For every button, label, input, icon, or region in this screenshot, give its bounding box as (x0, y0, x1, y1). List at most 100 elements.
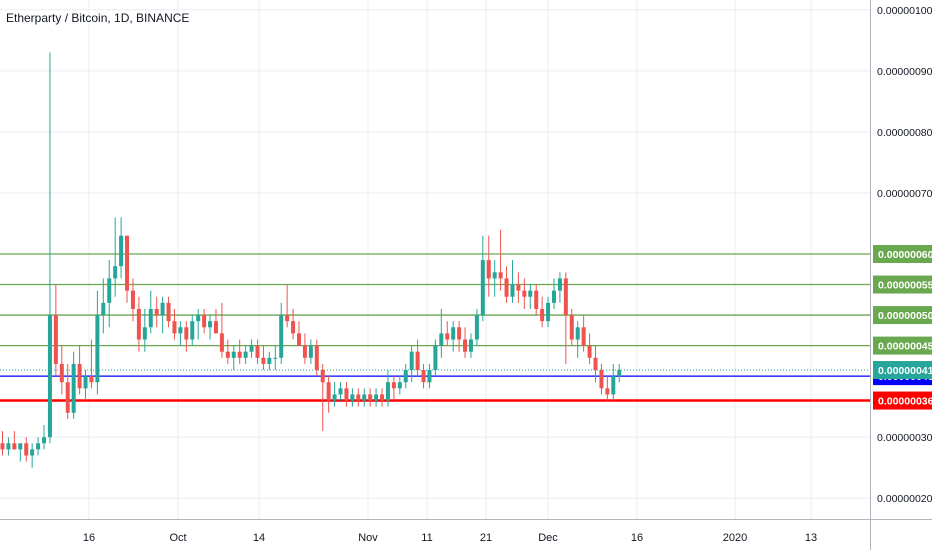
candle-body (42, 437, 47, 444)
candle-body (563, 278, 568, 316)
candle-body (534, 290, 539, 309)
candle (403, 363, 408, 389)
candle-body (463, 339, 468, 352)
candle-body (344, 388, 349, 401)
candle-body (160, 302, 165, 316)
candle-body (12, 443, 17, 450)
candle-body (125, 235, 130, 291)
candle-body (587, 345, 592, 358)
price-tag-bg (873, 245, 932, 264)
candle-body (279, 315, 284, 358)
price-tag: 0.00000036 (878, 396, 932, 408)
candle (581, 315, 586, 352)
last-price-tag: 0.00000041 (878, 365, 932, 377)
candle (6, 437, 11, 456)
candle (397, 376, 402, 395)
candle (0, 431, 5, 456)
candle-body (166, 302, 171, 322)
candle (113, 217, 118, 297)
candle (130, 278, 135, 322)
candle-body (486, 260, 491, 279)
candle (468, 333, 473, 358)
candle (474, 308, 479, 346)
candle (285, 284, 290, 328)
candle-body (95, 315, 100, 383)
candle-body (397, 382, 402, 389)
candle-body (581, 327, 586, 346)
candle-body (557, 278, 562, 291)
candle (528, 284, 533, 309)
candle-body (445, 333, 450, 340)
candle (83, 370, 88, 401)
candle-body (510, 284, 515, 297)
candle (332, 382, 337, 407)
candle-body (71, 363, 76, 413)
candle-body (611, 376, 616, 395)
candle-body (308, 345, 313, 358)
candle-body (320, 370, 325, 383)
chart-title: Etherparty / Bitcoin, 1D, BINANCE (6, 11, 190, 25)
y-tick-label: 0.00000030 (877, 432, 932, 444)
candle (605, 376, 610, 401)
candle-body (53, 315, 58, 364)
candle (575, 321, 580, 358)
candle (219, 302, 224, 358)
candle-body (362, 394, 367, 401)
candle (504, 266, 509, 303)
candle (368, 388, 373, 407)
candle (95, 290, 100, 395)
candle (24, 437, 29, 462)
candle-body (267, 357, 272, 364)
candle (551, 278, 556, 309)
candle-body (190, 321, 195, 340)
candle-body (285, 315, 290, 322)
candle (540, 296, 545, 328)
candle (71, 351, 76, 419)
candle (314, 339, 319, 377)
y-tick-label: 0.00000020 (877, 493, 932, 505)
candle (53, 284, 58, 377)
candle-body (457, 327, 462, 340)
candle-body (504, 278, 509, 297)
candle (148, 290, 153, 334)
candle (154, 296, 159, 328)
candle-body (249, 345, 254, 352)
price-tag: 0.00000050 (878, 310, 932, 322)
candle-body (451, 327, 456, 340)
candle (557, 272, 562, 303)
candle (451, 321, 456, 352)
candle (178, 321, 183, 346)
candle-body (368, 394, 373, 401)
candle (457, 321, 462, 352)
candle (516, 272, 521, 303)
candle (202, 308, 207, 334)
candle (587, 333, 592, 364)
candle (249, 339, 254, 358)
candle (47, 52, 52, 444)
candle-body (546, 302, 551, 322)
candle-body (540, 308, 545, 322)
x-tick-label: 2020 (723, 532, 747, 544)
candle-body (385, 382, 390, 401)
x-tick-label: Dec (538, 532, 558, 544)
candle (243, 345, 248, 364)
x-tick-label: Oct (169, 532, 186, 544)
candle (409, 345, 414, 383)
candle-body (291, 321, 296, 334)
candle (65, 363, 70, 419)
candle (522, 278, 527, 309)
candle-body (142, 327, 147, 340)
candle (439, 308, 444, 358)
candle-body (356, 394, 361, 401)
candle-body (480, 260, 485, 316)
x-tick-label: 16 (83, 532, 95, 544)
candle-body (18, 443, 23, 450)
candle-body (30, 449, 35, 456)
candle-body (225, 351, 230, 358)
candle-body (107, 278, 112, 303)
candle-body (297, 333, 301, 346)
candle-body (0, 443, 5, 450)
candle (119, 217, 124, 279)
candle-body (522, 290, 527, 297)
